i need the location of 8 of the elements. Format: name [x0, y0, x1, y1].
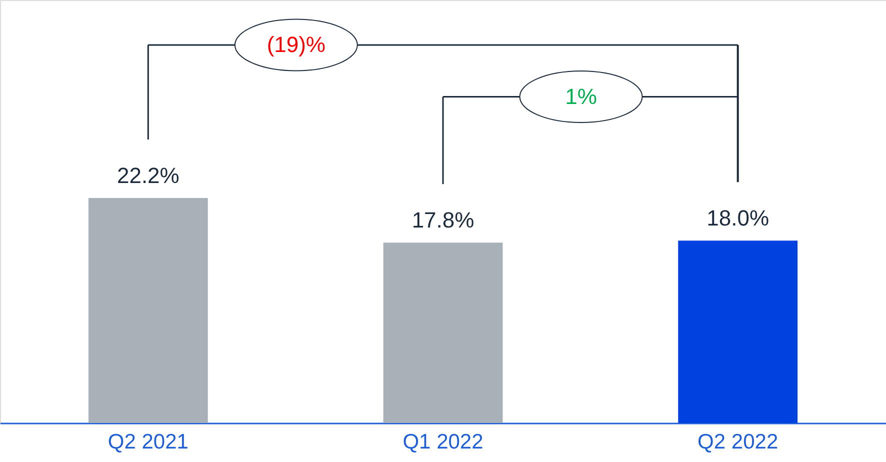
data-label: 18.0%: [706, 206, 770, 231]
x-tick-label: Q1 2022: [402, 430, 484, 454]
text: 1%: [565, 84, 597, 109]
text: (19)%: [266, 32, 326, 57]
x-tick-label: Q2 2021: [108, 430, 188, 454]
x-tick-label: Q2 2022: [698, 430, 778, 454]
data-label: 22.2%: [116, 163, 180, 188]
data-label: 17.8%: [412, 208, 474, 233]
